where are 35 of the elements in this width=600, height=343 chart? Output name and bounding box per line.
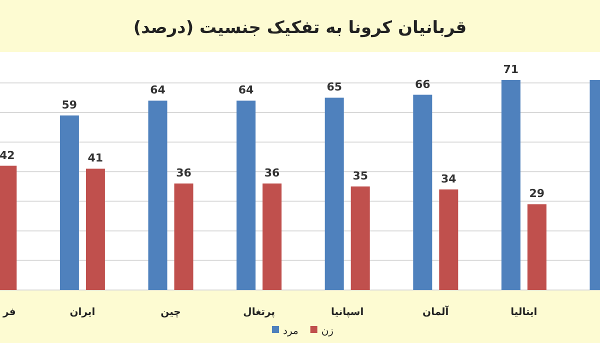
- data-label: 65: [326, 80, 342, 94]
- data-label: 29: [529, 187, 545, 200]
- bar: [60, 115, 79, 290]
- bar: [148, 100, 168, 290]
- bar: [324, 98, 344, 290]
- bar: [86, 168, 105, 290]
- bar: [236, 100, 256, 290]
- data-label: 64: [150, 84, 166, 97]
- data-label: 71: [503, 62, 519, 76]
- chart-title: قربانیان کرونا به تفکیک جنسیت (درصد): [133, 18, 467, 38]
- data-label: 64: [238, 84, 254, 97]
- data-label: 59: [62, 98, 78, 112]
- legend-label: زن: [321, 326, 334, 337]
- x-tick-label: فر: [2, 307, 16, 318]
- x-tick-label: آلمان: [422, 305, 450, 318]
- x-tick-label: ایران: [70, 307, 96, 318]
- data-label: 35: [352, 169, 368, 182]
- data-label: 42: [0, 148, 15, 162]
- bar: [413, 94, 432, 290]
- bar: [527, 204, 546, 290]
- x-tick-label: چین: [160, 307, 181, 318]
- data-label: 36: [176, 166, 192, 180]
- bar: [501, 80, 520, 290]
- x-tick-label: اسپانیا: [331, 307, 364, 318]
- data-label: 41: [88, 152, 104, 165]
- bar: [439, 189, 458, 290]
- bar: [262, 184, 282, 290]
- data-label: 36: [264, 166, 280, 180]
- bar: [350, 186, 370, 290]
- data-label: 66: [414, 78, 431, 91]
- x-tick-label: ایتالیا: [510, 307, 538, 318]
- x-tick-label: پرتغال: [243, 307, 276, 318]
- bar: [174, 184, 194, 290]
- legend-label: مرد: [283, 326, 298, 337]
- data-label: 34: [440, 172, 457, 186]
